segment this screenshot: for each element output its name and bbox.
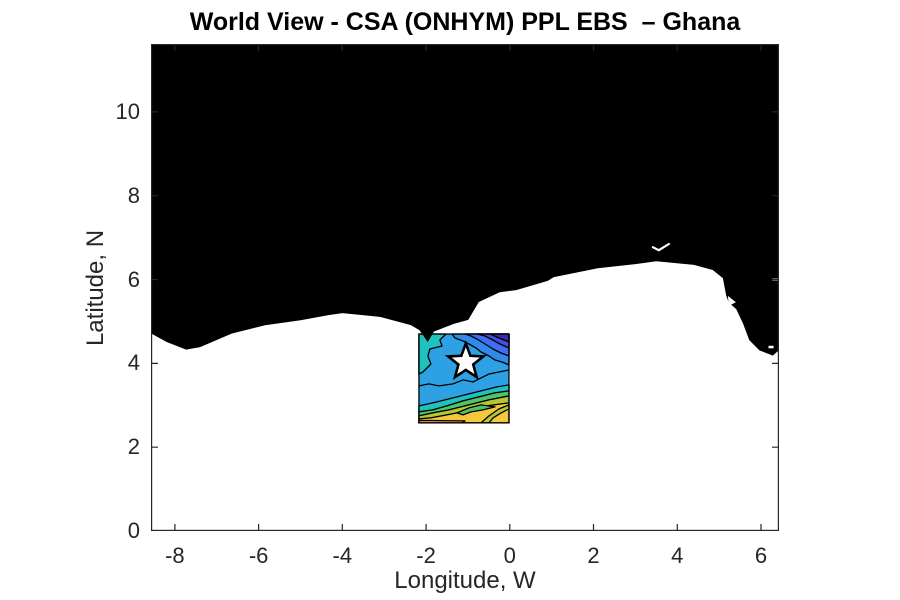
contour-band-teal-topleft: [418, 333, 447, 375]
y-tick-label: 0: [127, 518, 140, 543]
y-tick-label: 4: [127, 350, 140, 376]
x-tick-label: -4: [332, 543, 353, 568]
contour-line-0: [418, 369, 510, 387]
x-tick-label: 4: [671, 543, 684, 568]
x-tick-label: 6: [754, 543, 768, 568]
axes-box: [151, 44, 779, 531]
x-tick-label: 2: [587, 543, 600, 568]
contour-band-green-tongue: [456, 404, 496, 416]
coast-speck: [768, 345, 774, 349]
y-tick-label: 6: [127, 266, 140, 292]
y-tick-label: 8: [127, 182, 140, 208]
x-tick-label: 0: [503, 543, 516, 568]
y-tick-label: 2: [127, 434, 140, 460]
contour-patch-outline: [418, 333, 510, 424]
plot-title: World View - CSA (ONHYM) PPL EBS – Ghana: [189, 8, 741, 36]
x-tick-label: -2: [416, 543, 436, 568]
lagoon-gap: [651, 242, 671, 252]
landmass: [151, 44, 779, 356]
axis-ticks: [151, 44, 779, 531]
x-tick-label: -8: [165, 543, 185, 568]
map-plot: [151, 44, 779, 531]
x-axis-label: Longitude, W: [394, 567, 536, 594]
x-tick-label: -6: [248, 543, 269, 568]
star-marker: [444, 339, 487, 381]
estuary-notch: [727, 295, 736, 306]
y-tick-label: 10: [115, 98, 140, 124]
